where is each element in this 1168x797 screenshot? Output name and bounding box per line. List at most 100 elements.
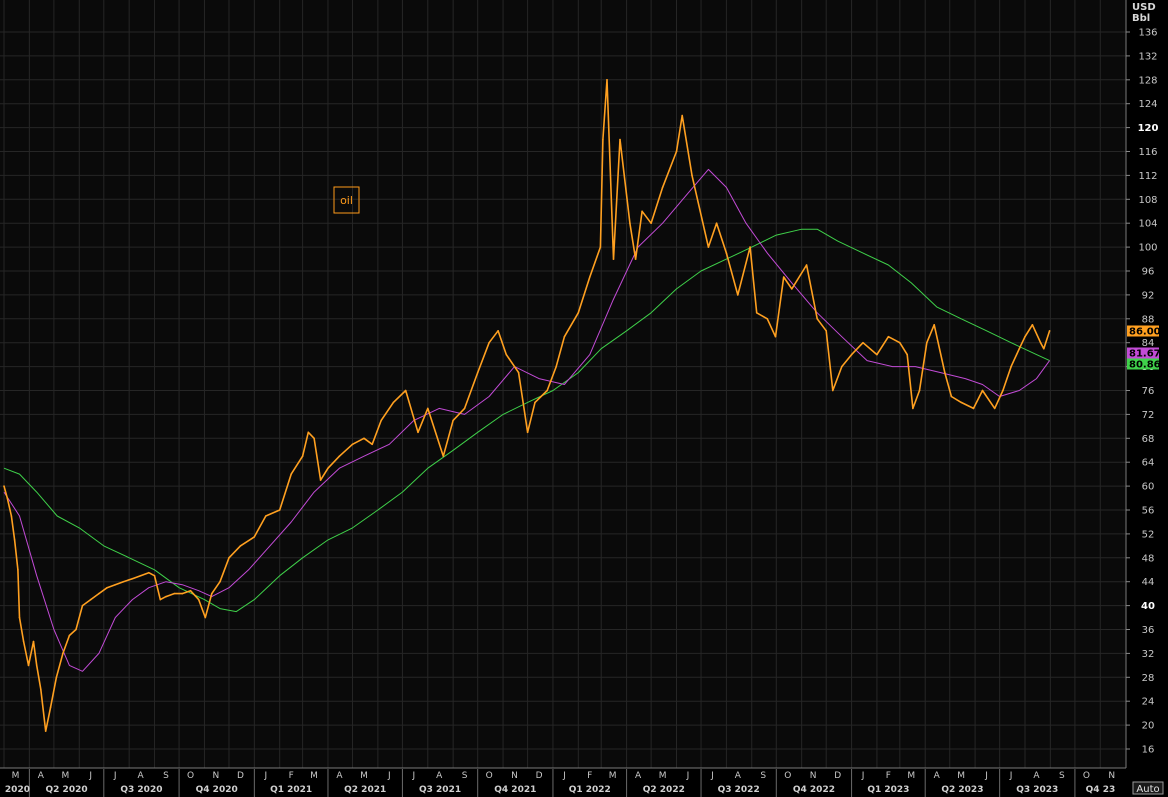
x-month-label: A [1033, 771, 1040, 781]
last-value-tag-price [1127, 325, 1159, 337]
x-month-label: M [12, 771, 20, 781]
data-point [463, 407, 466, 410]
data-point [49, 706, 52, 708]
data-point [338, 455, 341, 458]
data-point [313, 437, 315, 440]
data-point [619, 138, 621, 141]
data-point [442, 455, 445, 458]
annotation-box[interactable] [333, 186, 360, 214]
data-point [290, 473, 293, 475]
y-tick-label: 60 [1142, 482, 1155, 493]
data-point [139, 574, 142, 577]
x-month-label: M [907, 771, 915, 781]
x-quarter-label: Q1 2021 [270, 785, 312, 795]
y-tick-label: 40 [1141, 601, 1155, 612]
x-quarter-label: Q1 2022 [569, 785, 611, 795]
data-point [265, 515, 267, 517]
x-quarter-label: Q3 2021 [419, 785, 461, 795]
auto-button[interactable]: Auto [1132, 781, 1164, 795]
data-point [1048, 330, 1051, 332]
x-month-label: O [784, 771, 791, 781]
data-point [131, 577, 134, 580]
x-quarter-label: Q4 2022 [793, 785, 835, 795]
data-point [98, 592, 100, 595]
x-month-label: J [263, 771, 267, 781]
x-month-label: J [710, 771, 714, 781]
data-point [75, 628, 77, 631]
data-point [887, 335, 890, 338]
data-point [40, 688, 42, 691]
data-point [122, 580, 125, 583]
y-tick-label: 136 [1138, 28, 1157, 39]
y-tick-label: 96 [1142, 267, 1155, 278]
data-point [899, 341, 901, 344]
x-month-label: D [536, 771, 543, 781]
data-point [1043, 347, 1045, 350]
data-point [774, 335, 777, 338]
x-month-label: M [659, 771, 667, 781]
series-moving-average-short [3, 168, 1051, 672]
x-month-label: N [810, 771, 817, 781]
x-month-label: S [462, 771, 468, 781]
x-month-label: A [38, 771, 45, 781]
data-point [239, 545, 242, 547]
data-point [589, 276, 591, 278]
x-month-label: J [88, 771, 92, 781]
y-tick-label: 48 [1142, 553, 1155, 564]
data-point [62, 652, 64, 655]
data-point [173, 592, 175, 595]
y-tick-label: 64 [1142, 458, 1155, 469]
data-point [417, 431, 419, 434]
x-quarter-label: Q3 2023 [1016, 785, 1058, 795]
data-point [832, 389, 834, 392]
x-month-label: A [934, 771, 941, 781]
data-point [737, 294, 739, 296]
data-point [876, 353, 878, 356]
data-point [629, 222, 631, 224]
last-value-label-moving-average-short: 81.67 [1129, 349, 1161, 360]
data-point [791, 288, 793, 290]
data-point [3, 485, 5, 487]
y-tick-label: 24 [1142, 697, 1155, 708]
y-axis: 1620242832364044485256606468727680848892… [1126, 28, 1158, 756]
data-point [181, 592, 184, 595]
data-point [106, 586, 108, 589]
data-point [749, 246, 751, 248]
data-point [1018, 347, 1021, 350]
data-point [452, 419, 454, 422]
data-point [404, 389, 407, 392]
annotation-oil[interactable]: oil [333, 186, 360, 214]
x-quarter-label: Q2 2023 [941, 785, 983, 795]
data-point [703, 228, 706, 230]
data-point [912, 407, 914, 410]
x-quarter-label: Q2 2022 [643, 785, 685, 795]
data-point [427, 407, 429, 410]
annotation-label: oil [340, 194, 353, 207]
data-point [906, 353, 908, 356]
price-points [3, 79, 1051, 732]
data-point [816, 318, 818, 320]
data-point [55, 676, 58, 679]
data-point [18, 616, 21, 619]
data-point [159, 598, 162, 601]
y-tick-label: 56 [1142, 506, 1155, 517]
y-unit-bbl: Bbl [1132, 13, 1150, 24]
data-point [944, 371, 946, 374]
data-point [327, 467, 329, 470]
data-point [219, 580, 221, 583]
y-tick-label: 92 [1142, 290, 1155, 301]
last-value-label-price: 86.00 [1129, 327, 1161, 338]
data-point [497, 330, 499, 332]
x-month-label: J [562, 771, 566, 781]
auto-button-box[interactable] [1132, 781, 1164, 795]
data-point [972, 407, 975, 410]
x-month-label: A [336, 771, 343, 781]
data-point [204, 616, 207, 619]
data-point [993, 407, 996, 410]
x-quarter-label: 2020 [5, 785, 30, 795]
data-point [862, 341, 864, 344]
data-point [563, 335, 566, 338]
data-point [755, 312, 758, 314]
data-point [148, 571, 150, 574]
